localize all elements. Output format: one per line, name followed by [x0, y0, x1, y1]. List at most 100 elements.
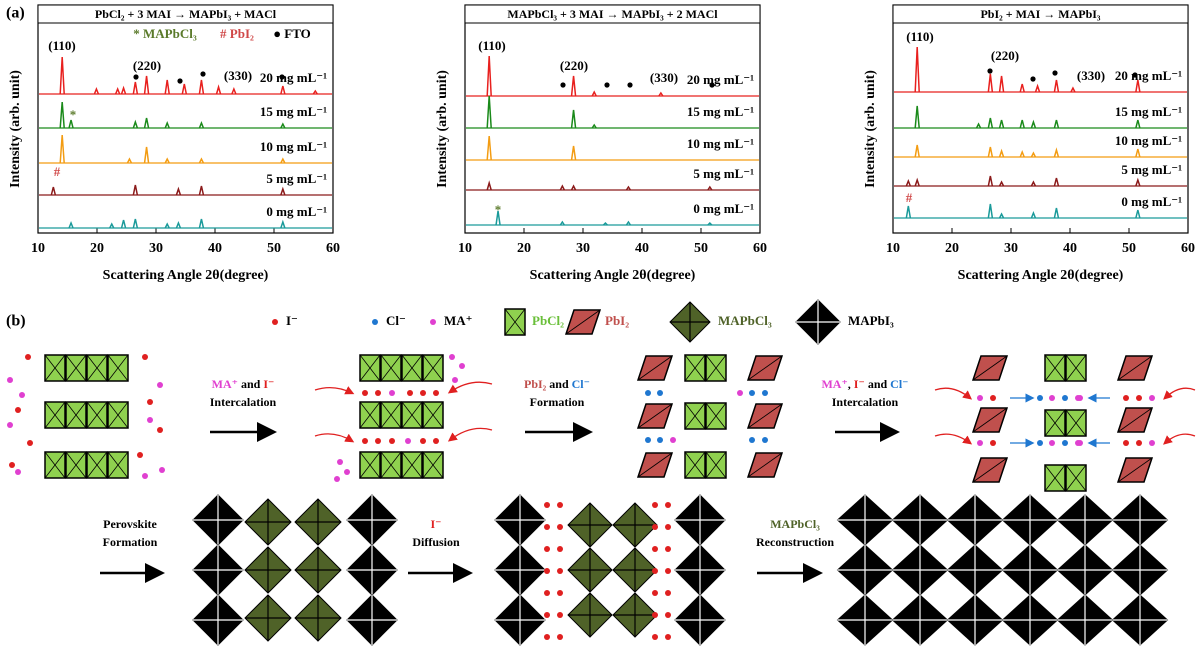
- peak: [59, 56, 65, 95]
- ion-arrow: [934, 433, 973, 445]
- peak: [114, 86, 121, 95]
- mapbcl3-octahedron-cross: [245, 595, 291, 641]
- ion: [544, 568, 550, 574]
- ion: [737, 390, 743, 396]
- pbcl2-cross: [107, 451, 129, 479]
- pbcl2-cross: [1065, 409, 1087, 437]
- pbcl2-cross: [705, 451, 727, 479]
- ion: [557, 568, 563, 574]
- annotation: (110): [478, 38, 505, 53]
- mapbi3-octahedron-cross: [193, 495, 243, 545]
- peak: [998, 212, 1005, 219]
- peak: [1019, 119, 1025, 129]
- ion: [557, 612, 563, 618]
- peak: [914, 177, 920, 187]
- series-label: 15 mg mL⁻¹: [260, 104, 327, 119]
- step-label-part: Intercalation: [832, 395, 899, 409]
- ion: [652, 524, 658, 530]
- peak: [280, 157, 286, 164]
- mapbi3-octahedron-cross: [495, 545, 545, 595]
- ion-arrow: [314, 386, 355, 395]
- annotation: *: [495, 202, 502, 217]
- ion: [375, 390, 381, 396]
- ion: [665, 634, 671, 640]
- step-label-part: Perovskite: [103, 517, 157, 531]
- peak: [164, 79, 170, 95]
- legend-label: MA⁺: [444, 313, 473, 328]
- peak: [215, 84, 222, 95]
- ion: [652, 634, 658, 640]
- mapbi3-octahedron-cross: [675, 495, 725, 545]
- pbcl2-cross: [422, 451, 444, 479]
- legend-label: MAPbCl₃: [718, 313, 772, 328]
- pbcl2-cross: [380, 401, 402, 429]
- peak: [231, 86, 237, 95]
- pbcl2-cross: [684, 354, 706, 382]
- peak: [1030, 119, 1037, 129]
- pbcl2-cross: [65, 451, 87, 479]
- ion: [1062, 440, 1068, 446]
- series-label: 0 mg mL⁻¹: [266, 204, 327, 219]
- fto-marker: [560, 82, 566, 88]
- ion: [7, 422, 13, 428]
- step-label-part: Intercalation: [210, 395, 277, 409]
- step-label: Perovskite: [103, 517, 157, 531]
- pbcl2-cross: [359, 401, 381, 429]
- x-tick-label: 40: [635, 241, 649, 256]
- peak: [280, 219, 286, 229]
- ion: [652, 546, 658, 552]
- ion: [389, 438, 395, 444]
- mapbi3-octahedron-cross: [796, 300, 840, 344]
- ion: [405, 438, 411, 444]
- x-tick-label: 20: [517, 241, 531, 256]
- peak: [120, 85, 127, 95]
- x-tick-label: 10: [31, 241, 45, 256]
- step-label: MA⁺ and I⁻: [212, 377, 275, 391]
- step-label-part: I⁻: [430, 517, 441, 531]
- peak: [50, 186, 57, 196]
- title-box: [37, 4, 334, 24]
- peak: [143, 146, 150, 164]
- peak: [570, 75, 577, 97]
- fto-marker: [133, 74, 139, 80]
- peak: [1135, 209, 1141, 219]
- annotation: #: [906, 190, 913, 205]
- step-label: Reconstruction: [756, 535, 834, 549]
- legend-label: PbCl₂: [532, 313, 564, 328]
- mapbi3-octahedron-cross: [1057, 495, 1113, 545]
- ion: [990, 395, 996, 401]
- mapbi3-octahedron-cross: [892, 495, 948, 545]
- peak: [109, 222, 115, 229]
- step-label-part: MAPbCl₃: [770, 517, 820, 531]
- y-axis-label: Intensity (arb. unit): [8, 70, 23, 188]
- ion: [420, 438, 426, 444]
- pbcl2-cross: [359, 451, 381, 479]
- peak: [1019, 83, 1025, 93]
- step-label-part: I⁻: [854, 377, 865, 391]
- panel-label: (a): [6, 5, 25, 22]
- x-tick-label: 10: [886, 241, 900, 256]
- x-tick-label: 50: [694, 241, 708, 256]
- x-tick-label: 60: [753, 241, 767, 256]
- peak: [905, 178, 912, 187]
- series-label: 15 mg mL⁻¹: [1115, 104, 1182, 119]
- pbcl2-cross: [684, 451, 706, 479]
- ion: [334, 476, 340, 482]
- fto-marker: [177, 78, 183, 84]
- step-label-part: and: [865, 377, 890, 391]
- pbcl2-cross: [86, 451, 108, 479]
- annotation: (220): [133, 58, 161, 73]
- ion: [670, 437, 676, 443]
- ion: [544, 634, 550, 640]
- mapbi3-octahedron-cross: [837, 545, 893, 595]
- peak: [1030, 210, 1037, 219]
- pbi2-diagonal: [972, 407, 1008, 433]
- ion: [459, 363, 465, 369]
- ion: [645, 437, 651, 443]
- mapbi3-octahedron-cross: [1057, 545, 1113, 595]
- step-label-part: and: [546, 377, 571, 391]
- x-tick-label: 50: [1122, 241, 1136, 256]
- chart-title: PbI₂ + MAI → MAPbI₃: [980, 7, 1100, 21]
- series-label: 0 mg mL⁻¹: [1121, 194, 1182, 209]
- peak: [914, 46, 920, 93]
